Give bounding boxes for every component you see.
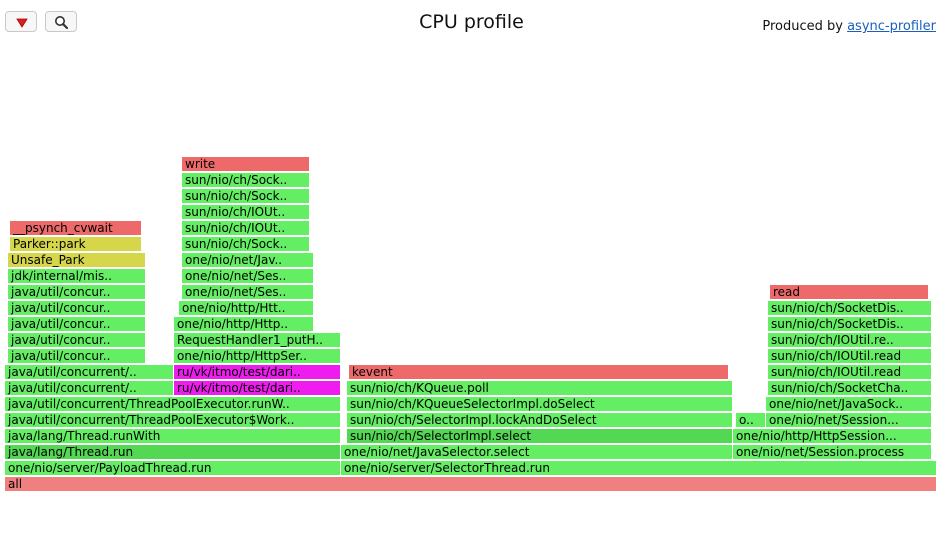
flame-frame[interactable]: sun/nio/ch/IOUtil.read — [768, 365, 932, 379]
flame-frame[interactable]: one/nio/server/SelectorThread.run — [341, 461, 937, 475]
flame-frame[interactable]: sun/nio/ch/SelectorImpl.select — [347, 429, 733, 443]
flame-frame[interactable]: read — [770, 285, 929, 299]
flame-frame[interactable]: sun/nio/ch/Sock.. — [182, 237, 310, 251]
flame-frame[interactable]: Unsafe_Park — [8, 253, 146, 267]
flame-frame[interactable]: sun/nio/ch/IOUt.. — [182, 205, 310, 219]
flame-frame[interactable]: sun/nio/ch/Sock.. — [182, 189, 310, 203]
flame-frame[interactable]: sun/nio/ch/KQueueSelectorImpl.doSelect — [347, 397, 733, 411]
magnifier-icon — [55, 16, 69, 30]
flame-frame[interactable]: all — [5, 477, 937, 491]
flame-frame[interactable]: o.. — [736, 413, 766, 427]
flame-frame[interactable]: one/nio/http/HttpSer.. — [174, 349, 341, 363]
flame-frame[interactable]: java/lang/Thread.run — [5, 445, 341, 459]
flame-frame[interactable]: ru/vk/itmo/test/dari.. — [174, 365, 341, 379]
flame-frame[interactable]: one/nio/net/Ses.. — [182, 285, 314, 299]
flame-frame[interactable]: one/nio/net/JavaSock.. — [766, 397, 932, 411]
credit-prefix: Produced by — [762, 19, 848, 34]
reverse-button[interactable] — [5, 11, 37, 32]
flame-frame[interactable]: ru/vk/itmo/test/dari.. — [174, 381, 341, 395]
flame-frame[interactable]: one/nio/net/Session.process — [733, 445, 932, 459]
flame-frame[interactable]: sun/nio/ch/IOUtil.re.. — [768, 333, 932, 347]
flame-frame[interactable]: sun/nio/ch/IOUtil.read — [768, 349, 932, 363]
flame-frame[interactable]: java/util/concur.. — [8, 349, 146, 363]
flame-frame[interactable]: one/nio/net/Session... — [766, 413, 932, 427]
triangle-down-icon — [16, 18, 28, 28]
flame-frame[interactable]: sun/nio/ch/SelectorImpl.lockAndDoSelect — [347, 413, 733, 427]
async-profiler-link[interactable]: async-profiler — [847, 19, 936, 34]
flame-frame[interactable]: RequestHandler1_putH.. — [174, 333, 341, 347]
flame-frame[interactable]: one/nio/http/Http.. — [174, 317, 314, 331]
flame-frame[interactable]: one/nio/http/Htt.. — [179, 301, 314, 315]
flame-frame[interactable]: java/util/concur.. — [8, 333, 146, 347]
flame-frame[interactable]: sun/nio/ch/SocketDis.. — [768, 317, 932, 331]
flame-frame[interactable]: one/nio/net/Ses.. — [182, 269, 314, 283]
flame-frame[interactable]: __psynch_cvwait — [10, 221, 142, 235]
flame-frame[interactable]: sun/nio/ch/Sock.. — [182, 173, 310, 187]
flame-frame[interactable]: jdk/internal/mis.. — [8, 269, 146, 283]
flame-frame[interactable]: one/nio/net/JavaSelector.select — [341, 445, 733, 459]
flame-frame[interactable]: Parker::park — [10, 237, 142, 251]
flame-frame[interactable]: one/nio/http/HttpSession... — [733, 429, 932, 443]
flame-frame[interactable]: write — [182, 157, 310, 171]
flame-frame[interactable]: one/nio/server/PayloadThread.run — [5, 461, 341, 475]
flame-frame[interactable]: sun/nio/ch/SocketDis.. — [768, 301, 932, 315]
flame-frame[interactable]: java/util/concur.. — [8, 285, 146, 299]
flame-frame[interactable]: one/nio/net/Jav.. — [182, 253, 314, 267]
flame-frame[interactable]: kevent — [349, 365, 729, 379]
flame-frame[interactable]: java/util/concur.. — [8, 317, 146, 331]
flame-frame[interactable]: java/util/concurrent/.. — [5, 381, 174, 395]
credit-line: Produced by async-profiler — [762, 19, 936, 34]
flame-frame[interactable]: sun/nio/ch/SocketCha.. — [768, 381, 932, 395]
flame-frame[interactable]: sun/nio/ch/KQueue.poll — [347, 381, 733, 395]
flame-frame[interactable]: java/util/concurrent/ThreadPoolExecutor$… — [5, 413, 341, 427]
flame-frame[interactable]: sun/nio/ch/IOUt.. — [182, 221, 310, 235]
page-title: CPU profile — [419, 11, 524, 33]
flame-frame[interactable]: java/util/concur.. — [8, 301, 146, 315]
flame-frame[interactable]: java/util/concurrent/ThreadPoolExecutor.… — [5, 397, 341, 411]
flame-frame[interactable]: java/lang/Thread.runWith — [5, 429, 341, 443]
search-button[interactable] — [45, 11, 77, 32]
flame-frame[interactable]: java/util/concurrent/.. — [5, 365, 174, 379]
